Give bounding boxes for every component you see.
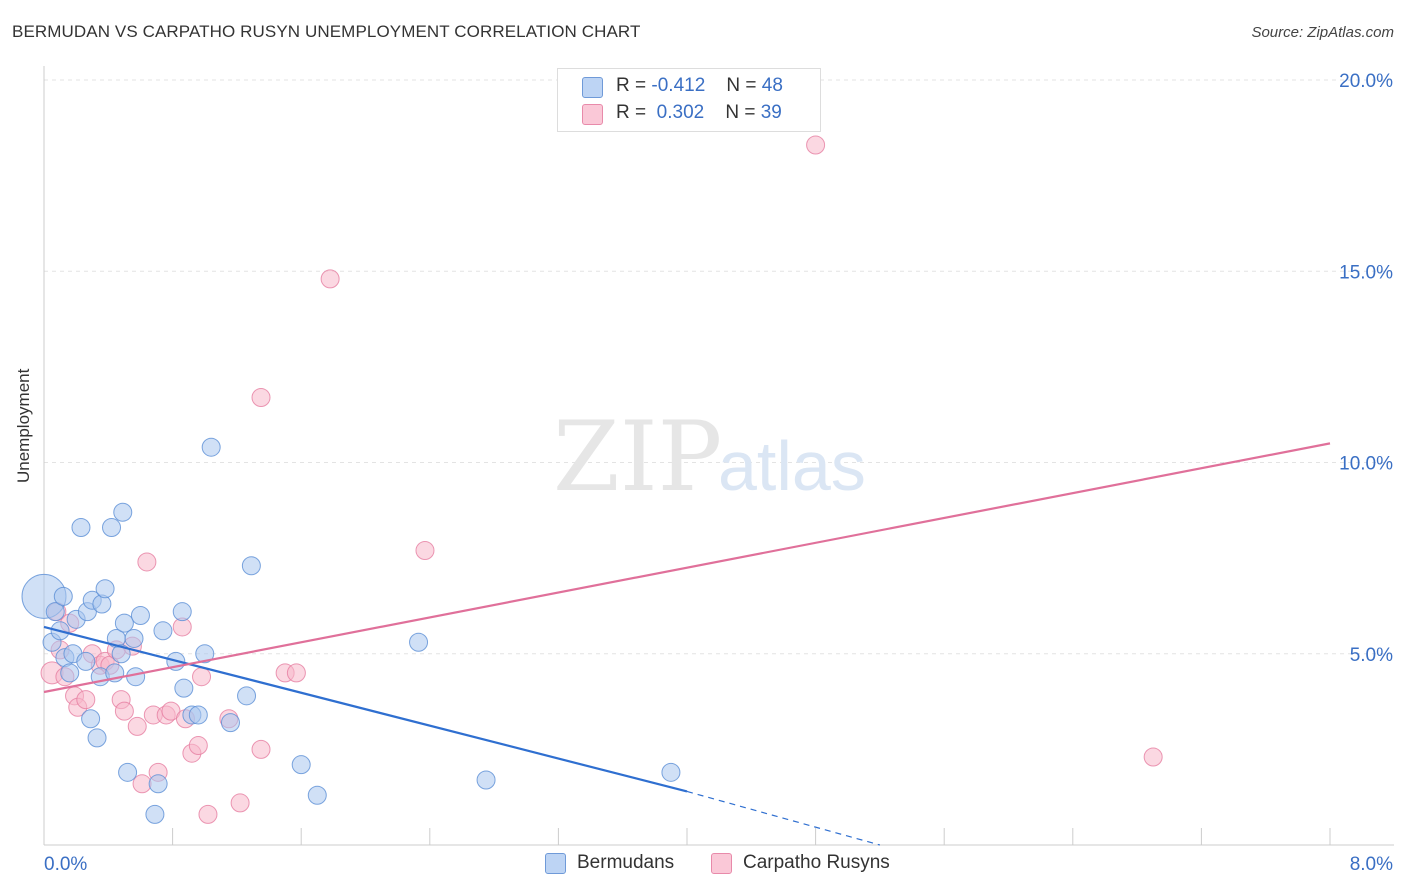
x-tick-label: 0.0%: [44, 854, 87, 875]
y-tick-label: 20.0%: [1339, 71, 1393, 92]
carpatho-rusyns-point: [192, 667, 212, 687]
bermudans-point: [45, 602, 65, 622]
tick-labels: 5.0% 10.0% 15.0% 20.0% 0.0% 8.0%: [44, 71, 1393, 875]
carpatho-rusyns-point: [76, 690, 96, 710]
y-tick-label: 15.0%: [1339, 262, 1393, 283]
legend-r-label: R =: [616, 75, 647, 96]
watermark-zip: ZIP: [553, 401, 722, 513]
bermudans-point: [409, 632, 429, 652]
bottom-legend-label-bermudans: Bermudans: [577, 852, 675, 873]
legend-swatch-carpatho-rusyns: [582, 104, 603, 125]
bermudans-point: [188, 705, 208, 725]
bermudans-point: [201, 437, 221, 457]
bermudans-point: [195, 644, 215, 664]
carpatho-rusyns-point: [132, 774, 152, 794]
trend-lines: [43, 442, 1331, 846]
chart-title: BERMUDAN VS CARPATHO RUSYN UNEMPLOYMENT …: [12, 22, 641, 41]
carpatho-rusyns-point: [127, 716, 147, 736]
watermark-atlas: atlas: [718, 427, 866, 505]
carpatho-rusyns-point: [137, 552, 157, 572]
bermudans-point: [237, 686, 257, 706]
bermudans-point: [220, 713, 240, 733]
bermudans-point: [172, 602, 192, 622]
bermudans-point: [124, 628, 144, 648]
bermudans-point: [76, 651, 96, 671]
legend-n-value: 48: [761, 75, 783, 96]
carpatho-rusyns-point: [806, 135, 826, 155]
x-tick-label: 8.0%: [1350, 854, 1393, 875]
carpatho-rusyns-point: [1143, 747, 1163, 767]
legend-swatch-bermudans: [582, 77, 603, 98]
bottom-legend-swatch-bermudans: [545, 853, 566, 874]
carpatho-rusyns-point: [114, 701, 134, 721]
bermudans-point: [291, 755, 311, 775]
y-tick-label: 5.0%: [1350, 645, 1393, 666]
correlation-legend: R = -0.412 N = 48 R = 0.302 N = 39: [557, 68, 821, 132]
carpatho-rusyns-point: [286, 663, 306, 683]
carpatho-rusyns-point: [251, 739, 271, 759]
bermudans-point: [87, 728, 107, 748]
axes: [43, 66, 1394, 846]
bermudans-point: [102, 518, 122, 538]
bermudans-point: [71, 518, 91, 538]
bermudans-point: [174, 678, 194, 698]
bermudans-point: [130, 606, 150, 625]
carpatho-rusyns-point: [320, 269, 340, 289]
carpatho-rusyns-point: [188, 736, 208, 756]
bermudans-point: [145, 804, 165, 824]
chart-source: Source: ZipAtlas.com: [1251, 24, 1394, 41]
bermudans-point: [307, 785, 327, 805]
legend-n-label: N =: [725, 102, 756, 123]
bermudans-point: [113, 502, 133, 522]
y-axis-label: Unemployment: [14, 368, 33, 483]
carpatho-rusyns-point: [198, 804, 218, 824]
legend-r-value: -0.412: [651, 75, 706, 96]
bermudans-point: [53, 586, 73, 606]
bottom-legend-label-carpatho-rusyns: Carpatho Rusyns: [743, 852, 890, 873]
bermudans-point: [476, 770, 496, 790]
bermudans-trend-line: [43, 625, 688, 793]
bermudans-point: [118, 762, 138, 782]
bermudans-trend-extension: [686, 790, 881, 846]
bottom-legend-swatch-carpatho-rusyns: [711, 853, 732, 874]
y-tick-label: 10.0%: [1339, 454, 1393, 475]
bermudans-point: [92, 594, 112, 614]
carpatho-rusyns-point: [230, 793, 250, 813]
bermudans-point: [81, 709, 101, 729]
bermudans-point: [111, 644, 131, 664]
bermudans-point: [126, 667, 146, 687]
legend-r-label: R =: [616, 102, 647, 123]
bermudans-point: [95, 579, 115, 599]
carpatho-rusyns-trend-line: [43, 442, 1331, 694]
bermudans-point: [153, 621, 173, 641]
carpatho-rusyns-point: [415, 540, 435, 560]
bermudans-point: [60, 663, 80, 683]
series-bermudans-points: [21, 437, 681, 824]
legend-n-value: 39: [760, 102, 782, 123]
bermudans-point: [148, 774, 168, 794]
bermudans-point: [661, 762, 681, 782]
carpatho-rusyns-point: [251, 387, 271, 407]
legend-r-value: 0.302: [656, 102, 705, 123]
bermudans-point: [114, 613, 134, 633]
bermudans-point: [241, 556, 261, 576]
legend-n-label: N =: [726, 75, 757, 96]
